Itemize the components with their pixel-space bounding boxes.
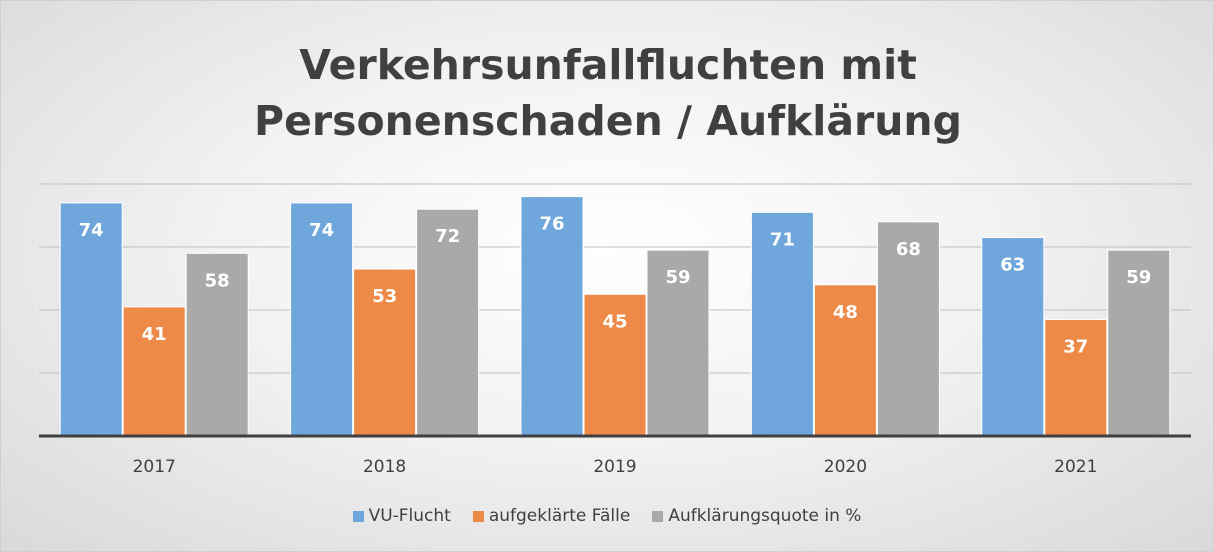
- bar: [353, 268, 417, 437]
- value-label: 76: [539, 214, 564, 235]
- legend-label: VU-Flucht: [368, 506, 451, 526]
- value-label: 37: [1063, 336, 1088, 357]
- value-label: 72: [435, 226, 460, 247]
- value-label: 63: [1000, 255, 1025, 276]
- bar: [1044, 318, 1108, 437]
- value-label: 48: [833, 302, 858, 323]
- legend-label: Aufklärungsquote in %: [668, 506, 862, 526]
- value-label: 45: [602, 311, 627, 332]
- bar: [185, 252, 249, 437]
- bar: [59, 202, 123, 437]
- legend-swatch: [652, 510, 664, 522]
- x-tick-label: 2017: [133, 457, 176, 477]
- bar: [813, 284, 877, 437]
- bar: [876, 221, 940, 437]
- value-label: 68: [896, 239, 921, 260]
- value-label: 59: [665, 267, 690, 288]
- value-label: 41: [142, 324, 167, 345]
- legend-item: VU-Flucht: [352, 506, 451, 526]
- legend-label: aufgeklärte Fälle: [488, 506, 631, 526]
- value-label: 74: [79, 220, 104, 241]
- legend-item: aufgeklärte Fälle: [472, 506, 631, 526]
- bar: [1107, 249, 1171, 437]
- legend-swatch: [352, 510, 364, 522]
- legend-swatch: [472, 510, 484, 522]
- legend-item: Aufklärungsquote in %: [652, 506, 861, 526]
- value-label: 58: [205, 270, 230, 291]
- bar: [981, 237, 1045, 437]
- value-label: 59: [1126, 267, 1151, 288]
- bar: [290, 202, 354, 437]
- bar: [583, 293, 647, 437]
- bar: [416, 208, 480, 437]
- x-tick-label: 2021: [1054, 457, 1097, 477]
- value-label: 74: [309, 220, 334, 241]
- value-label: 71: [770, 229, 795, 250]
- bar: [750, 211, 814, 437]
- chart-title: Verkehrsunfallfluchten mit Personenschad…: [254, 41, 962, 145]
- x-tick-label: 2020: [824, 457, 867, 477]
- bar: [646, 249, 710, 437]
- bar: [520, 196, 584, 437]
- bar: [122, 306, 186, 437]
- x-tick-label: 2019: [593, 457, 636, 477]
- x-tick-label: 2018: [363, 457, 406, 477]
- legend: VU-Flucht aufgeklärte Fälle Aufklärungsquo…: [1, 506, 1213, 526]
- value-label: 53: [372, 286, 397, 307]
